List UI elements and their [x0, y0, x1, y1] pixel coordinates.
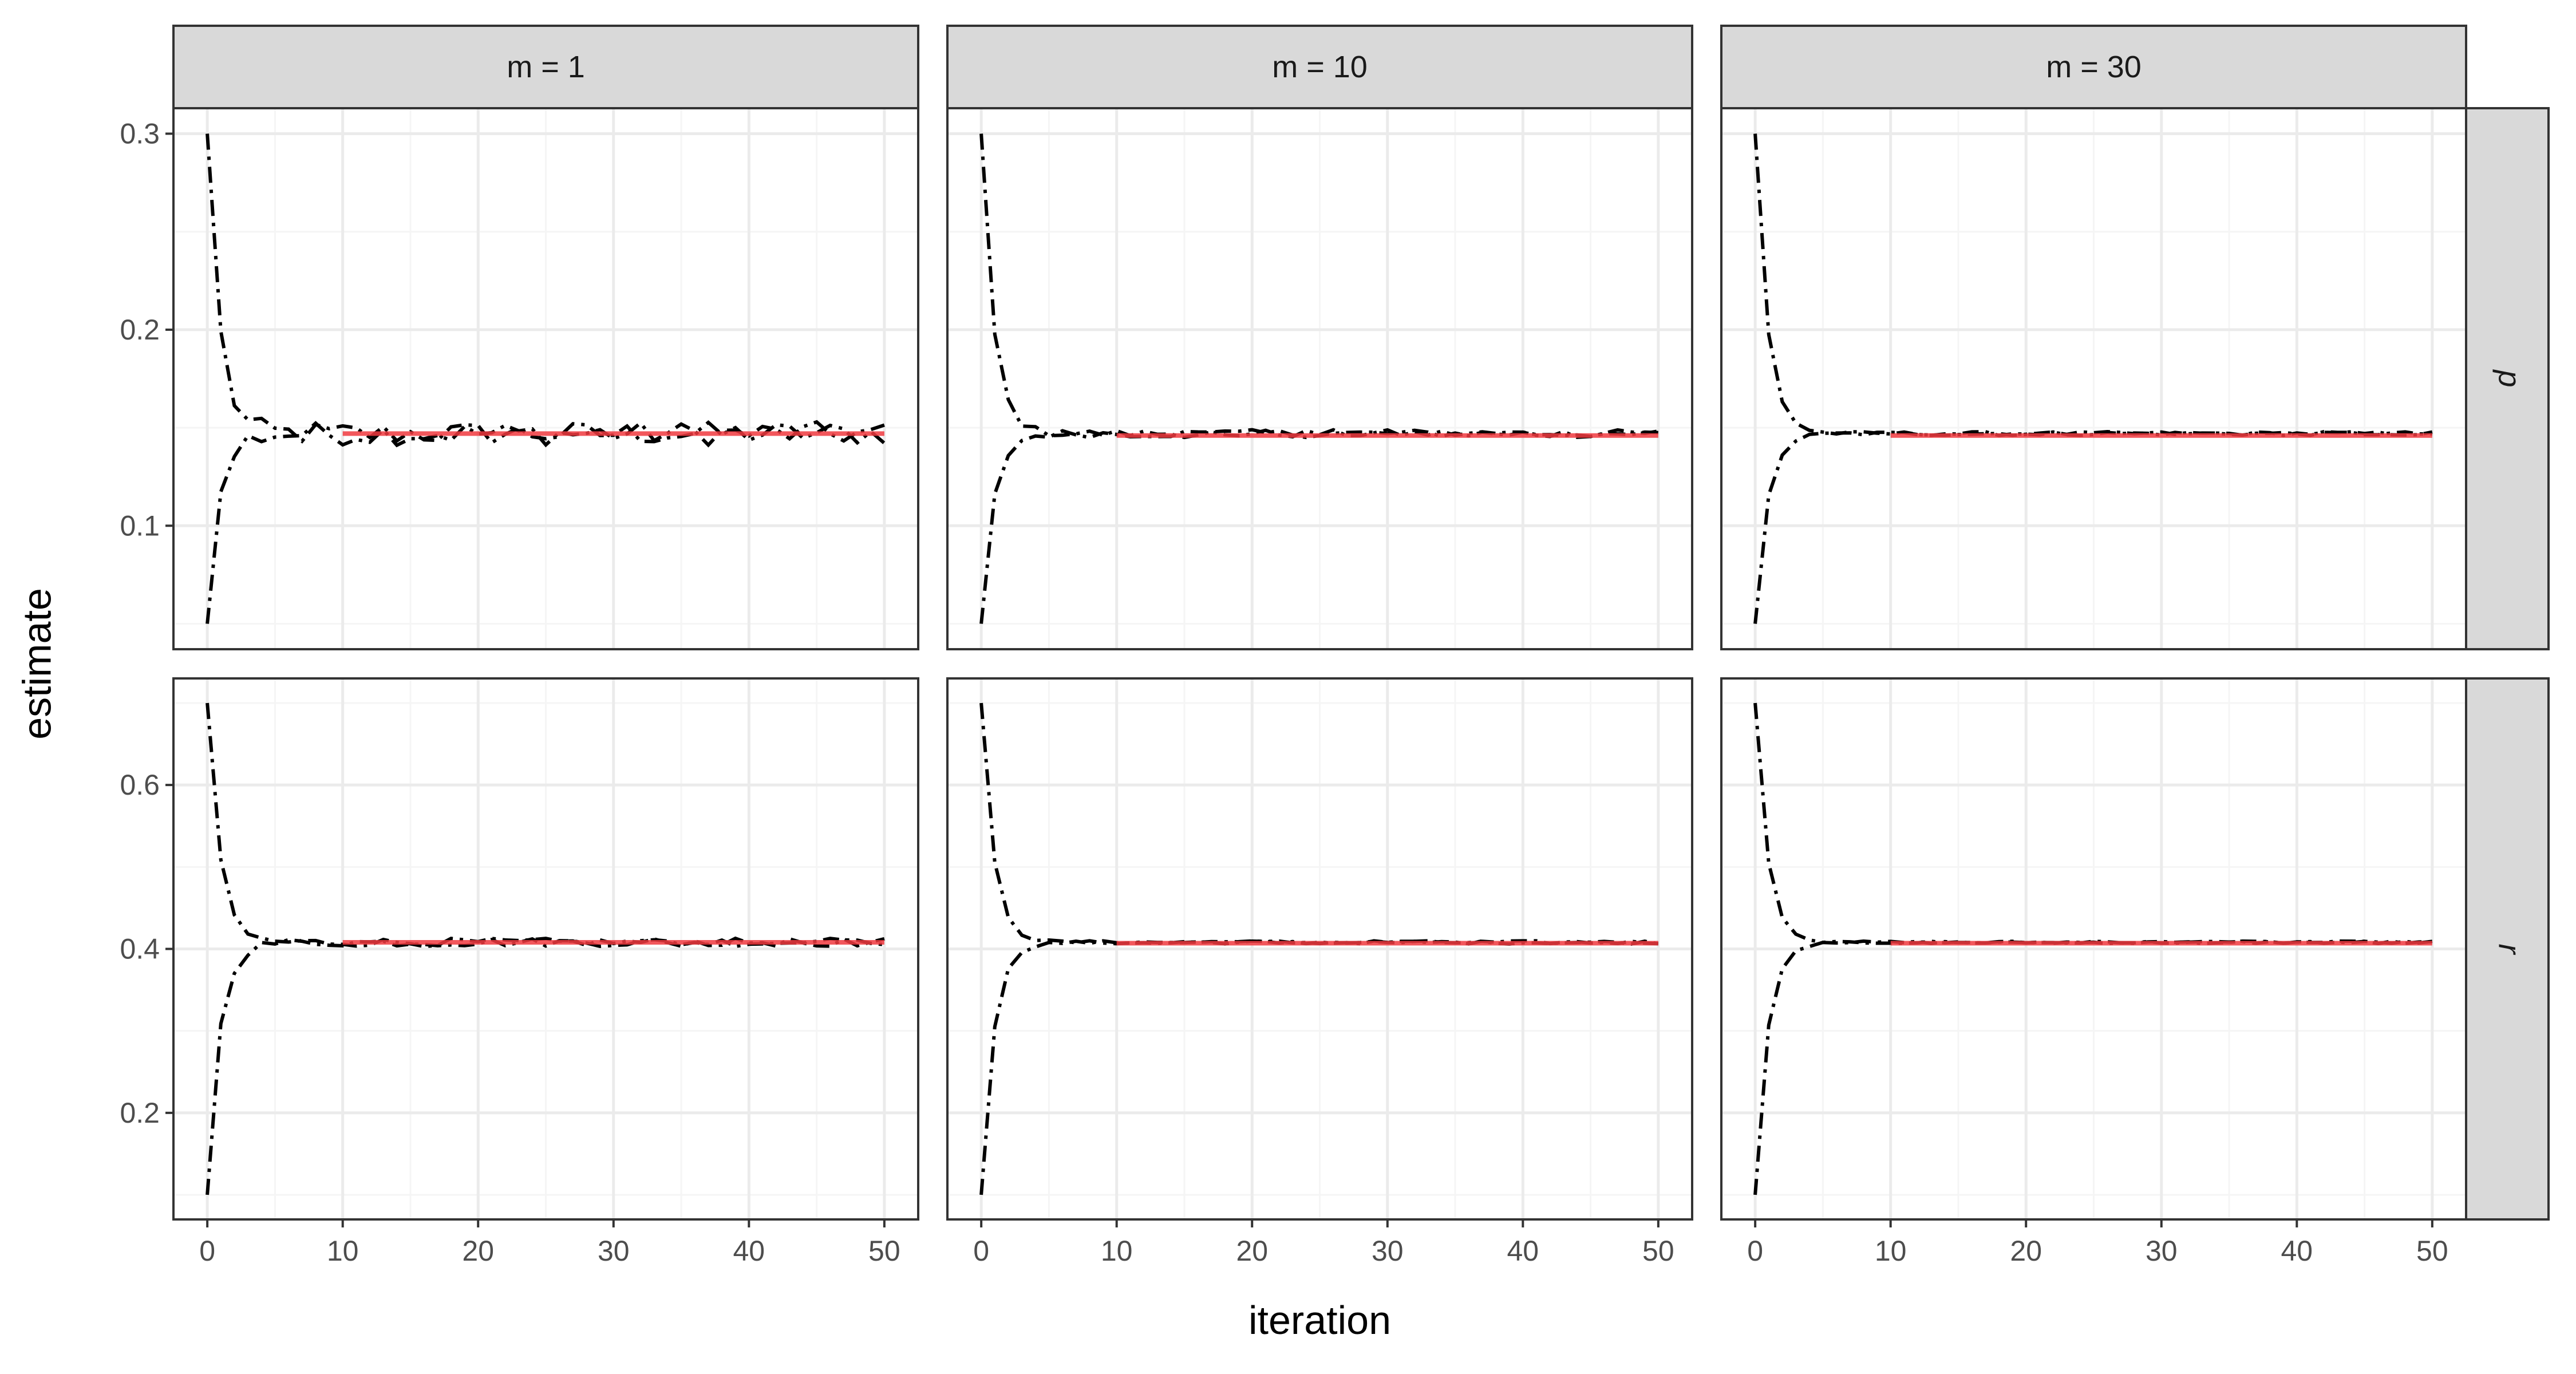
column-strip — [1720, 25, 2467, 109]
x-axis-title: iteration — [1249, 1298, 1391, 1343]
y-tick-label: 0.6 — [120, 769, 160, 801]
trace-line-high-start — [1753, 133, 2433, 437]
x-tick-label: 10 — [327, 1235, 359, 1267]
panel-border — [946, 107, 1693, 650]
x-tick-label: 40 — [733, 1235, 765, 1267]
x-tick-label: 20 — [1236, 1235, 1268, 1267]
column-strip — [172, 25, 919, 109]
y-tick-label: 0.2 — [120, 314, 160, 346]
y-axis-title: estimate — [14, 588, 59, 740]
panel-border — [1720, 107, 2467, 650]
row-strip — [2465, 107, 2550, 650]
x-tick-label: 50 — [1642, 1235, 1674, 1267]
x-tick-label: 30 — [598, 1235, 630, 1267]
x-tick-label: 10 — [1875, 1235, 1907, 1267]
x-tick-label: 30 — [2146, 1235, 2178, 1267]
x-tick-label: 0 — [199, 1235, 215, 1267]
x-tick-label: 40 — [2281, 1235, 2313, 1267]
x-tick-label: 10 — [1101, 1235, 1133, 1267]
facet-panel — [946, 107, 1693, 650]
column-strips: m = 1 m = 10 m = 30 — [172, 25, 2467, 109]
row-strip-label: r — [2492, 944, 2527, 956]
panel-border — [946, 677, 1693, 1221]
y-tick-label: 0.1 — [120, 510, 160, 542]
facet-panel — [172, 677, 919, 1221]
row-strip — [2465, 677, 2550, 1221]
facet-panel — [1720, 677, 2467, 1221]
row-strips: pr — [2465, 107, 2550, 1221]
column-strip-label: m = 10 — [1272, 50, 1368, 84]
y-tick-label: 0.3 — [120, 118, 160, 150]
x-tick-label: 30 — [1372, 1235, 1404, 1267]
axes: 0.1 0.2 0.3 0.2 0.4 0.6 0 10 20 30 40 50 0 10 20 30 40 50… — [120, 118, 2448, 1267]
facet-panel — [1720, 107, 2467, 650]
facet-panels — [172, 107, 2467, 1221]
panel-border — [1720, 677, 2467, 1221]
x-tick-label: 40 — [1507, 1235, 1539, 1267]
y-tick-label: 0.4 — [120, 933, 160, 965]
x-tick-label: 0 — [1747, 1235, 1763, 1267]
facet-panel — [946, 677, 1693, 1221]
row-strip-label: p — [2492, 369, 2527, 387]
facet-panel — [172, 107, 919, 650]
x-tick-label: 50 — [2416, 1235, 2448, 1267]
panel-border — [172, 107, 919, 650]
column-strip — [946, 25, 1693, 109]
column-strip-label: m = 1 — [507, 50, 585, 84]
y-tick-label: 0.2 — [120, 1097, 160, 1129]
x-tick-label: 50 — [868, 1235, 900, 1267]
x-tick-label: 20 — [2010, 1235, 2042, 1267]
x-tick-label: 0 — [973, 1235, 989, 1267]
trace-line-low-start — [206, 420, 885, 624]
x-tick-label: 20 — [462, 1235, 494, 1267]
column-strip-label: m = 30 — [2046, 50, 2142, 84]
